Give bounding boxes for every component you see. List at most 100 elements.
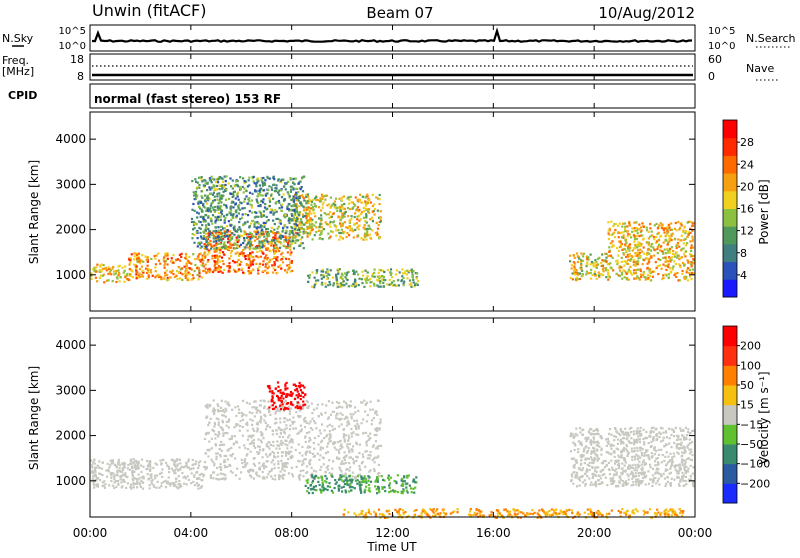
power-scatter-cell xyxy=(213,260,215,262)
power-scatter-cell xyxy=(225,199,227,201)
velocity-scatter-cell xyxy=(117,463,119,465)
power-scatter-cell xyxy=(590,269,592,271)
power-scatter-cell xyxy=(657,227,659,229)
power-scatter-cell xyxy=(221,232,223,234)
velocity-scatter-cell xyxy=(299,479,301,481)
power-scatter-cell xyxy=(228,271,230,273)
power-scatter-cell xyxy=(646,227,648,229)
velocity-scatter-cell xyxy=(652,474,654,476)
power-scatter-cell xyxy=(285,239,287,241)
velocity-scatter-cell xyxy=(254,406,256,408)
power-scatter-cell xyxy=(237,246,239,248)
power-scatter-cell xyxy=(588,272,590,274)
velocity-scatter-cell xyxy=(241,462,243,464)
velocity-scatter-cell xyxy=(281,395,283,397)
power-scatter-cell xyxy=(637,260,639,262)
velocity-scatter-cell xyxy=(381,475,383,477)
velocity-scatter-cell xyxy=(300,389,302,391)
velocity-scatter-cell xyxy=(247,448,249,450)
power-scatter-cell xyxy=(612,269,614,271)
power-scatter-cell xyxy=(287,237,289,239)
power-scatter-cell xyxy=(645,278,647,280)
power-scatter-cell xyxy=(253,231,255,233)
power-scatter-cell xyxy=(278,194,280,196)
velocity-scatter-cell xyxy=(277,390,279,392)
power-scatter-cell xyxy=(229,266,231,268)
velocity-scatter-cell xyxy=(263,467,265,469)
velocity-scatter-cell xyxy=(214,409,216,411)
power-scatter-cell xyxy=(119,265,121,267)
velocity-scatter-cell xyxy=(284,443,286,445)
power-scatter-cell xyxy=(569,255,571,257)
power-scatter-cell xyxy=(197,278,199,280)
velocity-scatter-cell xyxy=(592,477,594,479)
power-scatter-cell xyxy=(331,216,333,218)
velocity-scatter-cell xyxy=(651,452,653,454)
power-scatter-cell xyxy=(243,201,245,203)
velocity-scatter-cell xyxy=(272,397,274,399)
power-scatter-cell xyxy=(223,269,225,271)
velocity-scatter-cell xyxy=(166,464,168,466)
power-scatter-cell xyxy=(676,251,678,253)
velocity-scatter-cell xyxy=(271,461,273,463)
velocity-scatter-cell xyxy=(256,412,258,414)
power-scatter-cell xyxy=(669,252,671,254)
velocity-scatter-cell xyxy=(351,450,353,452)
power-scatter-cell xyxy=(266,216,268,218)
power-scatter-cell xyxy=(211,181,213,183)
power-scatter-cell xyxy=(213,269,215,271)
velocity-scatter-cell xyxy=(217,418,219,420)
velocity-scatter-cell xyxy=(358,425,360,427)
power-scatter-cell xyxy=(233,234,235,236)
power-scatter-cell xyxy=(307,281,309,283)
velocity-scatter-cell xyxy=(279,471,281,473)
power-scatter-cell xyxy=(278,190,280,192)
power-scatter-cell xyxy=(639,268,641,270)
velocity-scatter-cell xyxy=(231,409,233,411)
velocity-scatter-cell xyxy=(233,426,235,428)
power-scatter-cell xyxy=(358,224,360,226)
power-scatter-cell xyxy=(680,239,682,241)
power-scatter-cell xyxy=(292,240,294,242)
power-scatter-cell xyxy=(221,257,223,259)
power-scatter-cell xyxy=(343,280,345,282)
velocity-scatter-cell xyxy=(356,420,358,422)
power-scatter-cell xyxy=(348,285,350,287)
velocity-scatter-cell xyxy=(228,404,230,406)
power-scatter-cell xyxy=(301,222,303,224)
power-scatter-cell xyxy=(346,279,348,281)
power-scatter-cell xyxy=(412,270,414,272)
velocity-scatter-cell xyxy=(179,483,181,485)
power-scatter-cell xyxy=(379,236,381,238)
power-scatter-cell xyxy=(658,224,660,226)
power-scatter-cell xyxy=(205,246,207,248)
velocity-scatter-cell xyxy=(363,400,365,402)
power-scatter-cell xyxy=(326,268,328,270)
power-scatter-cell xyxy=(248,197,250,199)
velocity-scatter-cell xyxy=(219,454,221,456)
velocity-scatter-cell xyxy=(302,401,304,403)
velocity-scatter-cell xyxy=(125,487,127,489)
power-scatter-cell xyxy=(681,224,683,226)
velocity-scatter-cell xyxy=(278,467,280,469)
power-scatter-cell xyxy=(378,224,380,226)
power-scatter-cell xyxy=(608,238,610,240)
velocity-scatter-cell xyxy=(322,447,324,449)
velocity-scatter-cell xyxy=(364,489,366,491)
power-scatter-cell xyxy=(242,255,244,257)
velocity-scatter-cell xyxy=(264,415,266,417)
power-scatter-cell xyxy=(216,255,218,257)
power-scatter-cell xyxy=(94,269,96,271)
power-scatter-cell xyxy=(274,232,276,234)
velocity-scatter-cell xyxy=(378,491,380,493)
velocity-scatter-cell xyxy=(200,473,202,475)
velocity-scatter-cell xyxy=(334,428,336,430)
power-scatter-cell xyxy=(115,281,117,283)
power-scatter-cell xyxy=(147,256,149,258)
power-scatter-cell xyxy=(302,206,304,208)
power-scatter-cell xyxy=(198,272,200,274)
power-scatter-cell xyxy=(192,228,194,230)
power-scatter-cell xyxy=(186,263,188,265)
velocity-scatter-cell xyxy=(113,476,115,478)
power-scatter-cell xyxy=(636,252,638,254)
